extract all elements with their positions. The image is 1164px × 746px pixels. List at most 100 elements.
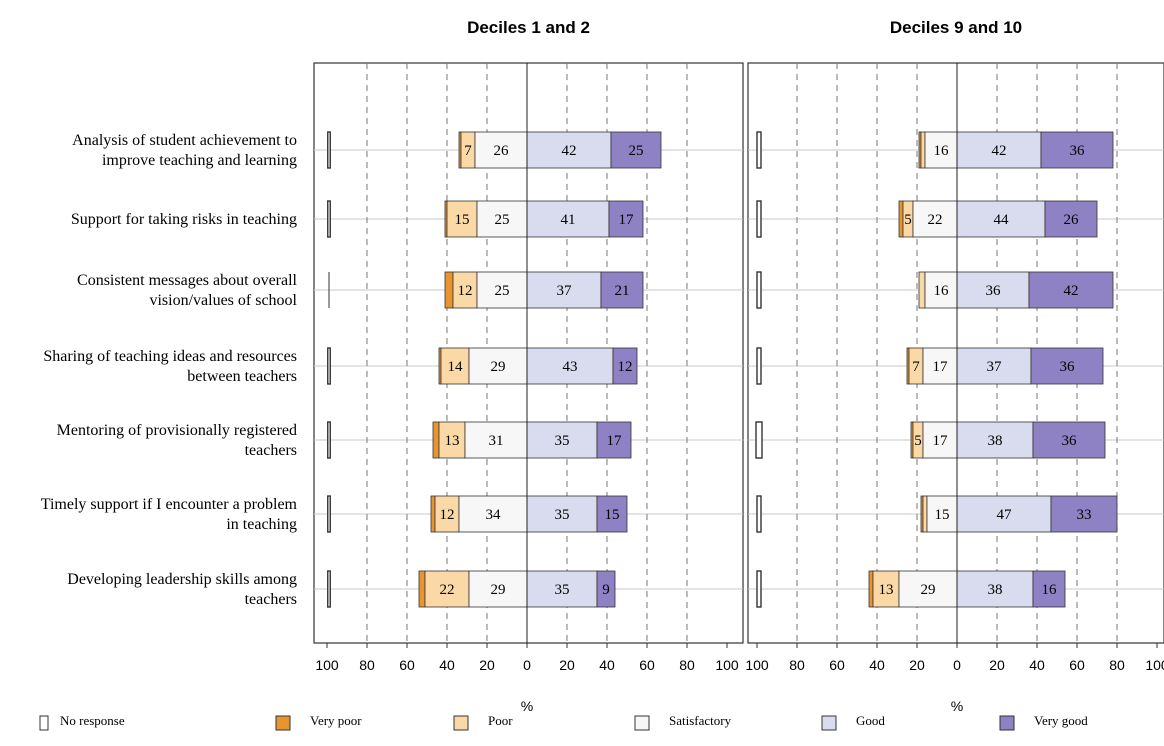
tick-label: 60 [639,657,655,673]
bar-poor [424,570,470,608]
bar-poor [434,495,460,533]
data-label: 42 [992,143,1007,159]
tick-label: 80 [1109,657,1125,673]
bar-poor [918,271,926,309]
bar-very-good [1050,495,1118,533]
data-label: 37 [557,283,573,299]
panel-title: Deciles 9 and 10 [890,18,1022,37]
legend-label: No response [60,713,125,728]
bar-very-good [596,570,616,608]
category-label: Analysis of student achievement to [72,132,297,149]
data-label: 25 [495,212,510,228]
bar-very-good [612,347,638,385]
bar-good [526,200,610,238]
data-label: 16 [1042,582,1058,598]
tick-label: 0 [523,657,531,673]
data-label: 7 [464,143,472,159]
bar-very-good [610,131,662,169]
bar-good [526,131,612,169]
data-label: 26 [1064,212,1080,228]
data-label: 42 [562,143,577,159]
data-label: 12 [440,507,455,523]
data-label: 22 [928,212,943,228]
data-label: 15 [455,212,470,228]
tick-label: 60 [829,657,845,673]
bar-satisfactory [922,421,958,459]
tick-label: 40 [869,657,885,673]
bar-good [956,421,1034,459]
legend-swatch [634,715,650,731]
data-label: 36 [1070,143,1086,159]
legend-swatch [453,715,469,731]
data-label: 5 [904,212,912,228]
bar-satisfactory [924,271,958,309]
bar-no-response [755,421,763,459]
bar-very-good [1030,347,1104,385]
legend-swatch [999,715,1015,731]
data-label: 17 [619,212,635,228]
tick-label: 100 [745,657,769,673]
bar-satisfactory [468,570,528,608]
data-label: 44 [994,212,1010,228]
bar-very-poor [430,495,436,533]
data-label: 12 [458,283,473,299]
bar-no-response [756,347,762,385]
data-label: 31 [489,433,504,449]
category-label: improve teaching and learning [102,152,297,169]
bar-no-response [327,495,331,533]
data-label: 47 [997,507,1013,523]
data-label: 36 [1060,359,1076,375]
bar-satisfactory [476,271,528,309]
data-label: 42 [1064,283,1079,299]
bar-no-response [756,495,762,533]
bar-no-response [756,271,762,309]
tick-label: 100 [715,657,739,673]
bar-no-response [327,347,331,385]
bar-very-good [1040,131,1114,169]
category-label: Timely support if I encounter a problem [41,496,298,513]
bar-poor [452,271,478,309]
data-label: 25 [629,143,644,159]
tick-label: 100 [1145,657,1164,673]
data-label: 15 [605,507,620,523]
bar-good [956,131,1042,169]
data-label: 36 [986,283,1002,299]
legend-label: Satisfactory [669,713,732,728]
data-label: 7 [912,359,920,375]
bar-poor [872,570,900,608]
chart-legend: No response Very poor Poor Satisfactory Good… [39,713,1088,731]
bar-no-response [756,200,762,238]
legend-label: Poor [488,713,513,728]
tick-label: 80 [789,657,805,673]
bar-very-good [1032,570,1066,608]
data-label: 43 [563,359,578,375]
x-axis-label: % [521,698,533,714]
bar-very-poor [868,570,874,608]
tick-label: 40 [1029,657,1045,673]
tick-label: 80 [359,657,375,673]
bar-satisfactory [468,347,528,385]
tick-label: 20 [559,657,575,673]
tick-label: 60 [399,657,415,673]
data-label: 22 [440,582,455,598]
bar-no-response [327,570,331,608]
data-label: 29 [491,359,506,375]
bar-good [956,347,1032,385]
data-label: 5 [914,433,922,449]
bar-no-response [756,131,762,169]
data-label: 17 [933,359,949,375]
legend-label: Good [856,713,885,728]
category-label: vision/values of school [149,292,297,309]
data-label: 26 [494,143,510,159]
category-label: Support for taking risks in teaching [71,211,297,228]
bar-good [956,495,1052,533]
chart-panels: Deciles 1 and 2 100 80 60 40 20 0 20 40 60 80 100% 7… [313,18,1164,714]
tick-label: 100 [315,657,339,673]
bar-very-poor [444,271,454,309]
bar-very-poor [898,200,904,238]
tick-label: 80 [679,657,695,673]
data-label: 35 [555,507,570,523]
tick-label: 20 [479,657,495,673]
data-label: 13 [445,433,460,449]
bar-very-good [596,421,632,459]
